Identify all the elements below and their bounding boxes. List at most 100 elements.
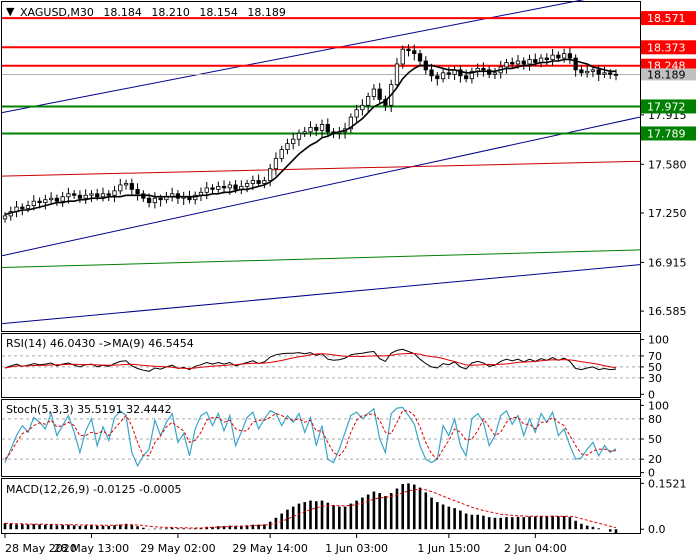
candle-body <box>354 109 359 118</box>
candle-body <box>37 200 42 204</box>
time-tick-label: 2 Jun 04:00 <box>504 542 567 555</box>
candle-body <box>579 69 584 74</box>
svg-text:XAGUSD,M30 18.184 18.2: XAGUSD,M30 18.184 18.210 18.154 18.189 <box>20 6 286 19</box>
candle-body <box>533 59 538 63</box>
candle-body <box>417 53 423 62</box>
level-tag-18.373 <box>641 40 696 55</box>
candle-body <box>308 127 313 133</box>
candle-body <box>371 88 377 97</box>
level-tag-label: 17.972 <box>647 100 686 113</box>
candle-body <box>146 197 152 204</box>
price-tick-label: 16.585 <box>648 305 687 318</box>
stoch-tick-label: 20 <box>648 453 662 466</box>
level-tag-label: 17.789 <box>647 127 686 140</box>
candle-body <box>302 131 307 134</box>
macd-signal-line <box>4 488 617 529</box>
close-value: 18.189 <box>247 6 286 19</box>
candle-body <box>31 200 36 206</box>
rsi-tick-label: 100 <box>648 333 669 346</box>
candle-body <box>435 75 440 80</box>
stoch-header: Stoch(5,3,3) 35.5191 32.4442 <box>6 403 172 416</box>
candle-body <box>348 116 353 130</box>
candle-body <box>510 62 515 65</box>
current-price-label: 18.189 <box>647 68 686 81</box>
candle-body <box>123 183 129 186</box>
moving-average-line <box>4 58 616 216</box>
macd-tick-label: 0.1521 <box>648 477 687 490</box>
channel-middle-blue <box>1 116 641 257</box>
rsi-line <box>4 348 617 372</box>
price-tick-label: 17.250 <box>648 207 687 220</box>
level-tag-17.789 <box>641 126 696 141</box>
level-tag-label: 18.571 <box>647 12 686 25</box>
candle-body <box>106 193 111 196</box>
candle-body <box>561 53 567 59</box>
candle-body <box>129 183 134 190</box>
candle-body <box>48 197 54 201</box>
candle-body <box>325 124 330 133</box>
candle-body <box>250 180 255 184</box>
candle-body <box>400 48 405 65</box>
main-header-icon: ▼ <box>6 5 15 18</box>
candle-body <box>221 186 227 189</box>
candle-body <box>54 197 60 202</box>
candle-body <box>89 193 94 196</box>
candle-body <box>112 190 117 196</box>
candle-body <box>360 104 365 111</box>
candle-body <box>366 96 371 106</box>
candle-body <box>291 138 296 145</box>
candle-body <box>244 183 250 187</box>
channel-upper-blue <box>1 0 585 114</box>
price-tick-label: 17.580 <box>648 158 687 171</box>
macd-axis: 0.1521 0.0 <box>640 477 687 536</box>
candle-body <box>550 54 555 60</box>
level-tag-17.972 <box>641 99 696 114</box>
stoch-tick-label: 100 <box>648 399 669 412</box>
candle-body <box>216 186 221 190</box>
candle-body <box>262 180 267 184</box>
candle-body <box>446 72 451 75</box>
candle-body <box>521 60 526 65</box>
macd-header: MACD(12,26,9) -0.0125 -0.0005 <box>6 483 181 496</box>
candle-body <box>590 69 596 72</box>
candle-body <box>100 193 106 198</box>
level-tag-label: 18.373 <box>647 41 686 54</box>
candle-body <box>440 72 446 80</box>
high-value: 18.210 <box>151 6 190 19</box>
rsi-ma-line <box>4 353 617 370</box>
price-tick-label: 16.915 <box>648 256 687 269</box>
level-tag-18.571 <box>641 11 696 26</box>
stoch-tick-label: 50 <box>648 433 662 446</box>
candle-body <box>458 69 463 77</box>
time-tick-label: 29 May 02:00 <box>140 542 215 555</box>
candle-body <box>279 149 284 159</box>
time-tick-label: 29 May 14:00 <box>232 542 307 555</box>
candle-body <box>544 57 549 60</box>
low-value: 18.154 <box>199 6 238 19</box>
current-price-tag <box>641 68 696 81</box>
candle-body <box>412 50 417 55</box>
open-value: 18.184 <box>103 6 142 19</box>
candle-body <box>504 62 509 68</box>
candle-body <box>464 75 469 80</box>
symbol-label: XAGUSD,M30 <box>20 6 94 19</box>
rsi-header: RSI(14) 46.0430 ->MA(9) 46.5454 <box>6 337 194 350</box>
candle-body <box>72 193 77 196</box>
candle-body <box>602 72 607 75</box>
candle-body <box>273 157 279 170</box>
candle-body <box>66 193 71 198</box>
trend-channels <box>1 0 641 325</box>
candle-body <box>20 206 25 209</box>
rsi-tick-label: 50 <box>648 361 662 374</box>
candle-body <box>25 205 31 209</box>
time-tick-label: 28 May 13:00 <box>54 542 129 555</box>
candle-body <box>95 193 100 198</box>
candle-body <box>210 187 215 190</box>
channel-lower-blue <box>1 264 641 325</box>
candle-body <box>319 124 325 131</box>
